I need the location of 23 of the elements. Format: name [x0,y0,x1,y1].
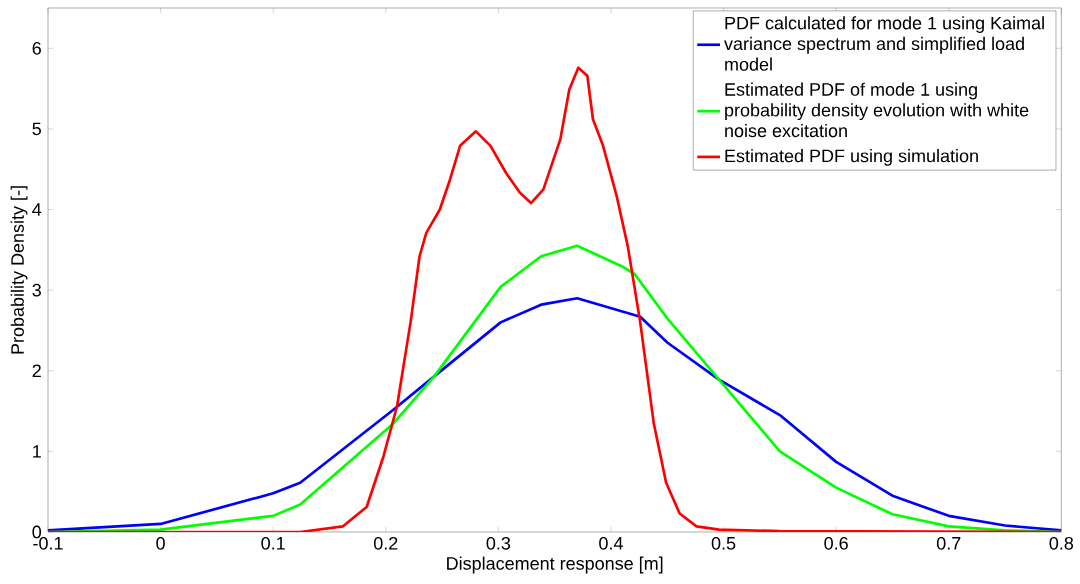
y-tick-label: 5 [32,122,41,136]
x-tick-label: 0.7 [936,536,961,550]
x-tick-label: 0.2 [373,536,398,550]
y-tick-label: 3 [32,283,41,297]
x-tick-label: 0.5 [711,536,736,550]
x-axis-title: Displacement response [m] [447,556,663,574]
legend-label: PDF calculated for mode 1 using Kaimal variance spectrum and simplified load model [724,16,1044,71]
x-tick-label: 0.8 [1049,536,1074,550]
x-tick-label: 0.4 [599,536,623,550]
y-tick-label: 0 [32,525,42,539]
y-tick-label: 6 [32,41,41,55]
y-axis-title: Probability Density [-] [10,186,28,354]
x-tick-label: 0.6 [824,536,848,550]
y-tick-label: 1 [33,445,41,458]
x-tick-label: 0.3 [486,536,511,550]
y-tick-label: 2 [32,364,41,378]
line-series [48,296,1062,532]
legend-label: Estimated PDF of mode 1 using probability density evolution with white noise excitation [725,82,1029,138]
x-tick-label: 0 [156,536,165,550]
x-tick-label: 0.1 [261,536,285,550]
y-tick-label: 4 [32,203,42,216]
legend-label: Estimated PDF using simulation [725,149,978,166]
x-tick-label: -0.1 [33,536,63,550]
